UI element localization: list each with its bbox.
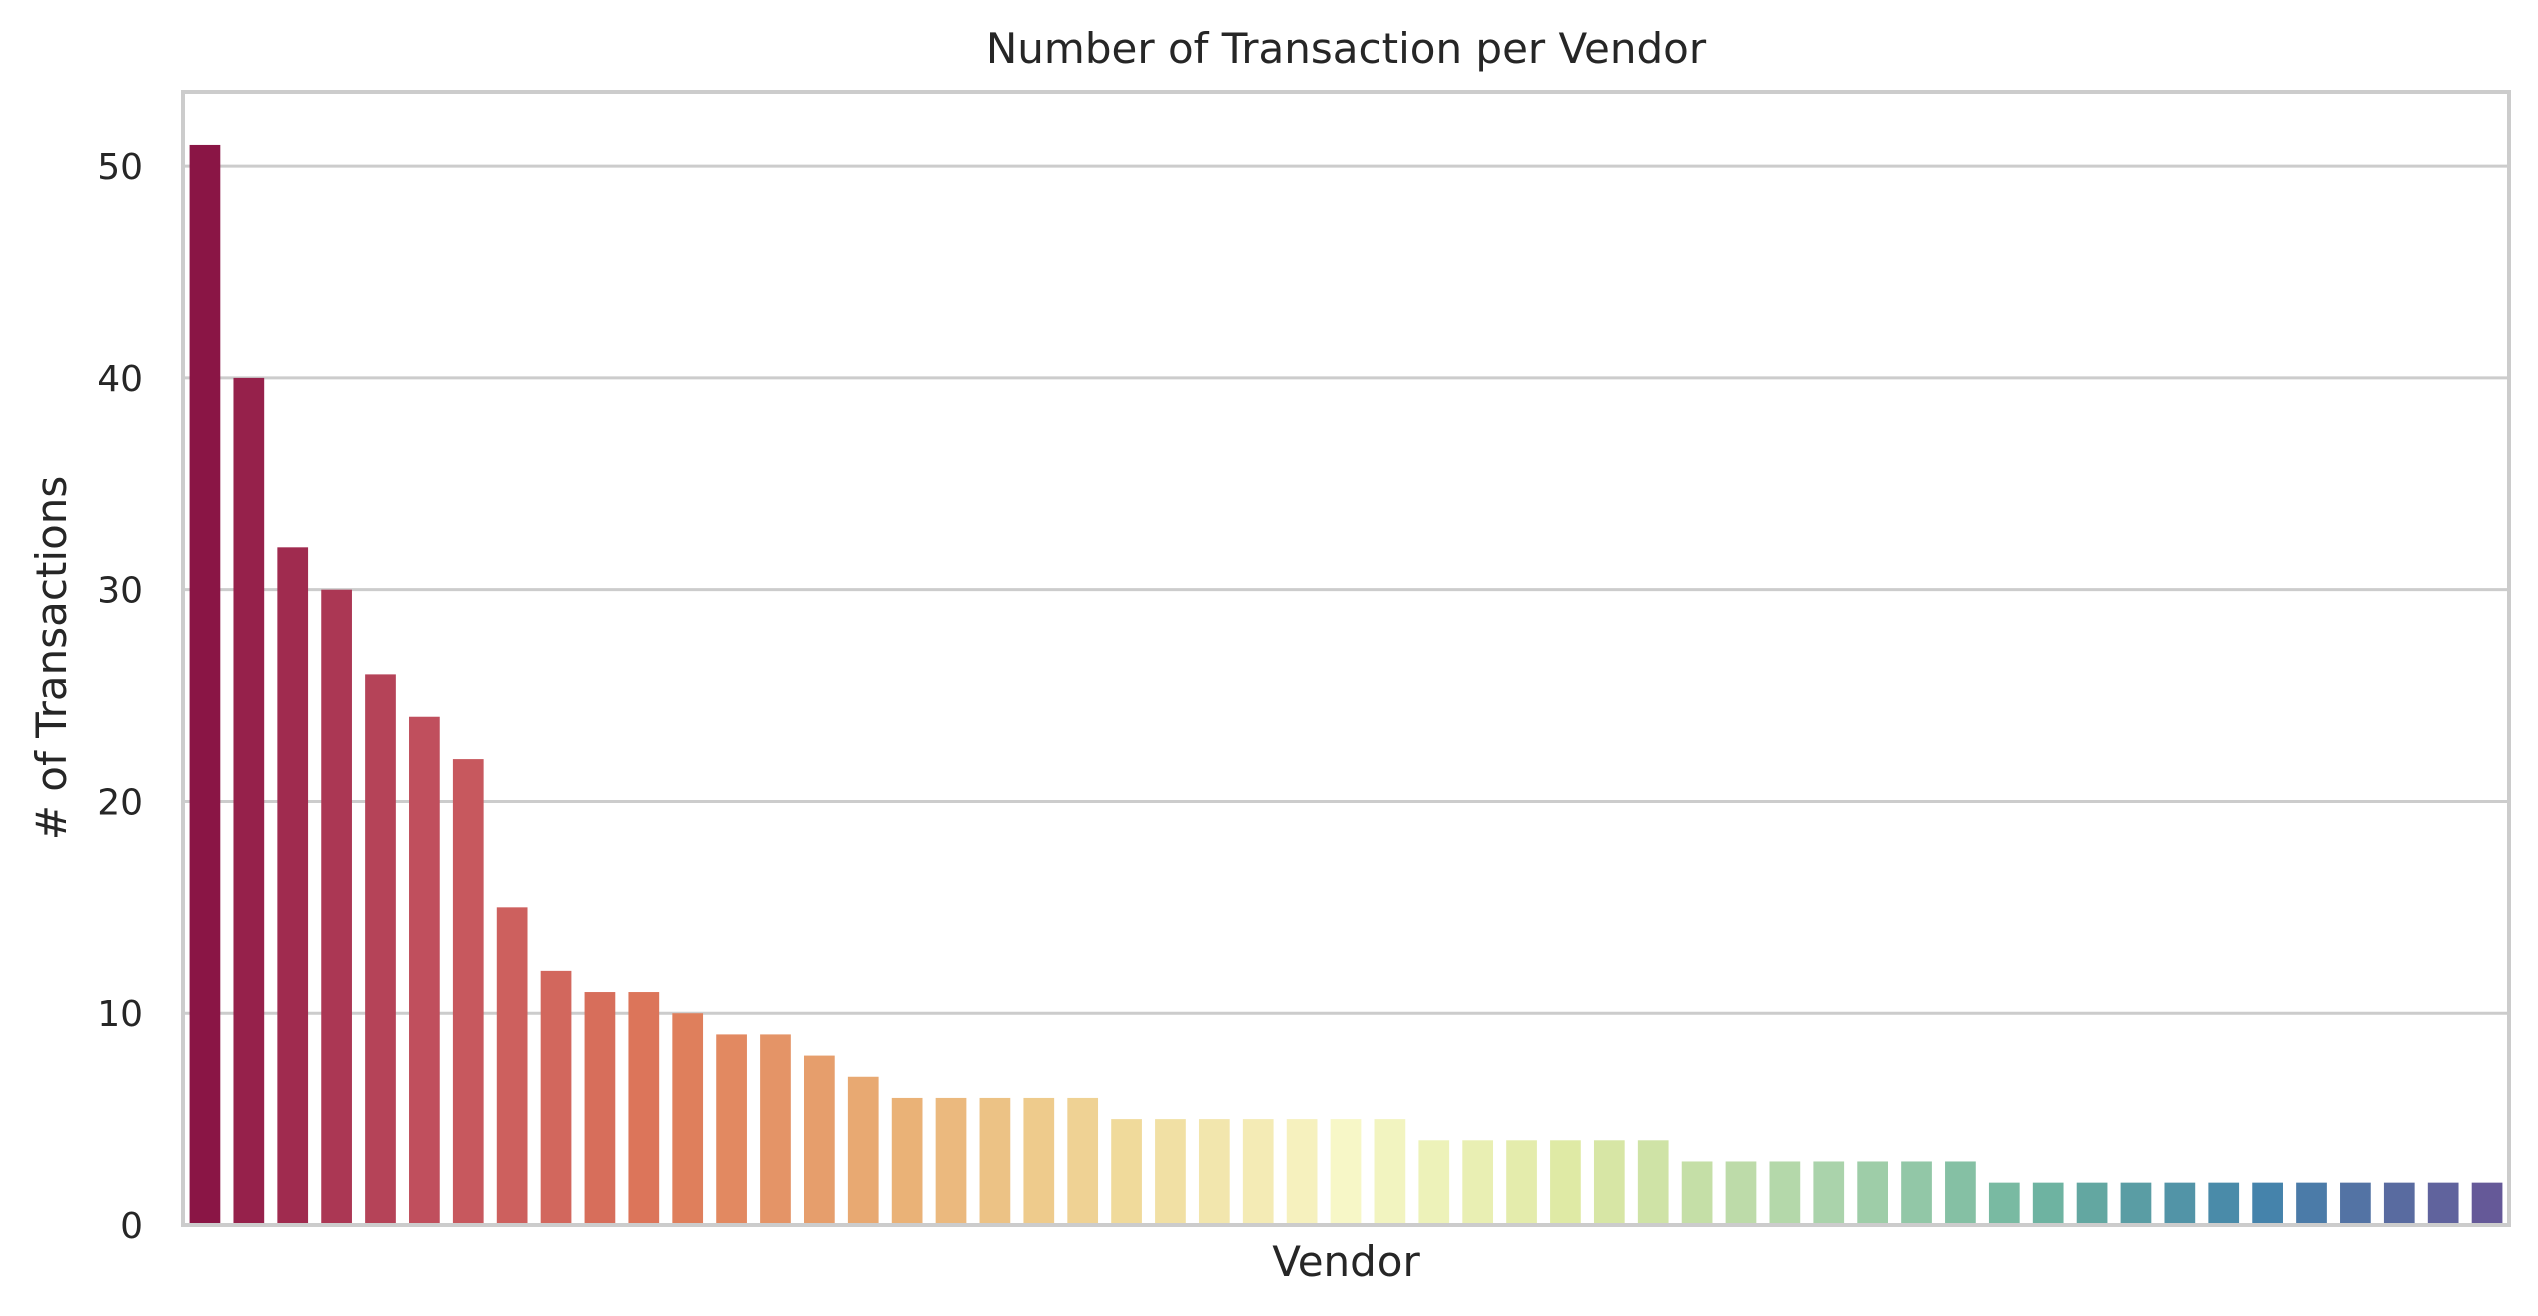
y-tick-label: 10 xyxy=(97,994,143,1035)
bar xyxy=(1418,1140,1450,1225)
bar xyxy=(891,1097,923,1225)
bar xyxy=(2252,1182,2283,1225)
bar xyxy=(1374,1119,1406,1225)
bar xyxy=(1242,1119,1274,1225)
y-tick-label: 50 xyxy=(97,147,143,188)
bar xyxy=(2208,1182,2240,1225)
bar xyxy=(2076,1182,2108,1225)
bar xyxy=(1681,1161,1713,1225)
bar xyxy=(540,970,572,1225)
bar xyxy=(935,1097,967,1225)
bar xyxy=(1857,1161,1889,1225)
bar xyxy=(803,1055,835,1225)
bar xyxy=(1769,1161,1801,1225)
bar xyxy=(672,1013,704,1225)
bar xyxy=(1462,1140,1494,1225)
bar xyxy=(1111,1119,1142,1225)
y-axis-label: # of Transactions xyxy=(27,476,76,841)
bar xyxy=(1155,1119,1186,1225)
bar xyxy=(760,1034,791,1225)
bar xyxy=(2032,1182,2064,1225)
y-tick-label: 0 xyxy=(120,1206,143,1247)
bar xyxy=(2340,1182,2371,1225)
plot-frame xyxy=(181,90,2511,1227)
bar xyxy=(496,907,528,1225)
y-tick-label: 30 xyxy=(97,571,143,612)
bar xyxy=(2471,1182,2503,1225)
bar xyxy=(452,759,484,1225)
bar xyxy=(189,144,221,1225)
bar xyxy=(847,1076,879,1225)
y-tick-label: 20 xyxy=(97,782,143,823)
y-tick-label: 40 xyxy=(97,359,143,400)
bar xyxy=(365,674,396,1225)
bar xyxy=(1023,1097,1055,1225)
chart-title: Number of Transaction per Vendor xyxy=(986,24,1707,73)
bar xyxy=(1637,1140,1669,1225)
bar xyxy=(1988,1182,2020,1225)
bar xyxy=(1725,1161,1757,1225)
grid-lines xyxy=(183,164,2509,1015)
bar xyxy=(1593,1140,1625,1225)
bars xyxy=(189,144,2503,1225)
bar xyxy=(628,992,660,1225)
bar xyxy=(1198,1119,1230,1225)
bar xyxy=(1067,1097,1099,1225)
bar xyxy=(1330,1119,1362,1225)
bar xyxy=(979,1097,1011,1225)
bar xyxy=(2164,1182,2196,1225)
x-axis-label: Vendor xyxy=(1272,1237,1420,1286)
y-tick-labels: 0 10 20 30 40 50 xyxy=(97,147,143,1247)
bar xyxy=(1945,1161,1976,1225)
bar xyxy=(2383,1182,2415,1225)
bar xyxy=(584,992,616,1225)
bar xyxy=(1813,1161,1845,1225)
bar xyxy=(409,716,440,1225)
bar xyxy=(1506,1140,1537,1225)
bar xyxy=(321,589,352,1225)
bar xyxy=(233,377,265,1225)
bar xyxy=(2296,1182,2327,1225)
bar xyxy=(716,1034,747,1225)
bar xyxy=(1901,1161,1932,1225)
bar xyxy=(2427,1182,2459,1225)
bar xyxy=(277,547,309,1225)
bar xyxy=(1550,1140,1581,1225)
bar xyxy=(2120,1182,2152,1225)
bar xyxy=(1286,1119,1318,1225)
